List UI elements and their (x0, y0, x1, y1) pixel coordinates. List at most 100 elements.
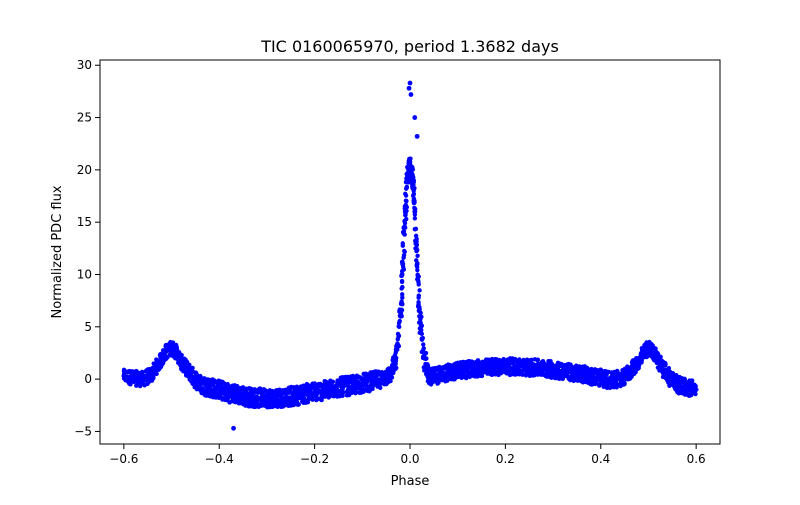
x-tick-label: −0.2 (300, 452, 329, 466)
y-tick-label: 20 (77, 163, 92, 177)
data-point (626, 370, 632, 376)
data-point (405, 172, 411, 178)
data-point (235, 392, 241, 398)
data-point (388, 371, 394, 377)
data-point (399, 279, 405, 285)
data-point (400, 295, 405, 300)
data-point (400, 272, 405, 277)
data-point (173, 349, 179, 355)
data-point (359, 380, 365, 386)
data-point (393, 361, 398, 367)
data-point (436, 380, 441, 385)
data-point (579, 371, 585, 377)
y-axis-ticks: −5 0 5 10 15 20 25 30 (74, 58, 100, 438)
data-point (665, 372, 670, 378)
data-point (474, 366, 480, 372)
data-point (415, 253, 420, 258)
data-point (413, 226, 419, 232)
data-point (416, 282, 421, 287)
data-point (416, 274, 421, 279)
data-point (407, 80, 413, 86)
data-point (402, 225, 408, 230)
data-point (417, 313, 422, 319)
data-point (421, 355, 427, 361)
data-point (164, 348, 170, 354)
data-point (293, 393, 298, 399)
data-point (445, 370, 451, 376)
data-point (396, 334, 401, 339)
data-point (330, 379, 336, 385)
data-point (264, 395, 270, 401)
data-point (402, 232, 407, 237)
x-tick-label: 0.6 (687, 452, 706, 466)
data-point (159, 355, 165, 361)
data-point (415, 247, 420, 253)
data-point (369, 378, 375, 384)
data-point (535, 358, 540, 363)
data-point (636, 358, 642, 364)
data-point (455, 368, 461, 374)
data-point (412, 216, 418, 221)
data-point (412, 115, 418, 120)
data-point (400, 292, 405, 297)
data-point (421, 342, 426, 347)
data-point (231, 425, 236, 431)
data-point (502, 364, 508, 369)
data-point (522, 365, 527, 371)
data-point (401, 255, 406, 260)
data-point (407, 162, 413, 168)
data-point (310, 397, 315, 402)
data-point (397, 324, 402, 330)
data-point (531, 365, 537, 371)
data-point (689, 378, 695, 383)
data-point (674, 381, 680, 387)
data-point (178, 359, 184, 365)
data-point (401, 229, 407, 234)
data-point (400, 261, 406, 267)
data-point (370, 386, 375, 392)
data-point (436, 372, 442, 378)
data-point (411, 200, 417, 205)
data-point (245, 394, 251, 400)
data-point (541, 366, 546, 372)
data-point (321, 388, 327, 394)
data-point (397, 318, 402, 324)
data-point (154, 371, 159, 377)
data-point (512, 364, 518, 369)
data-point (419, 331, 425, 336)
data-point (414, 261, 420, 267)
y-axis-label: Normalized PDC flux (50, 185, 65, 318)
data-point (406, 85, 412, 91)
data-point (529, 357, 534, 363)
data-point (682, 377, 687, 382)
data-point (464, 367, 470, 373)
y-tick-label: 30 (77, 58, 92, 72)
data-point (594, 381, 599, 386)
data-point (274, 395, 279, 401)
data-point (216, 387, 222, 392)
data-point (301, 395, 307, 400)
data-point (389, 375, 395, 380)
data-point (401, 267, 407, 272)
data-point (402, 209, 408, 215)
x-tick-label: 0.0 (400, 452, 419, 466)
data-point (684, 385, 690, 390)
data-point (426, 374, 432, 380)
data-point (483, 365, 489, 371)
data-point (493, 364, 499, 369)
data-point (607, 377, 613, 383)
data-point (393, 357, 399, 363)
data-point (121, 373, 127, 379)
data-point (411, 191, 417, 197)
data-point (296, 402, 301, 407)
data-point (395, 347, 400, 352)
data-point (403, 193, 409, 198)
data-point (396, 343, 402, 349)
data-point (402, 249, 407, 255)
data-point (416, 295, 421, 300)
y-tick-label: 10 (77, 267, 92, 281)
data-point (412, 209, 418, 215)
data-point (411, 179, 416, 185)
y-tick-label: 25 (77, 111, 92, 125)
